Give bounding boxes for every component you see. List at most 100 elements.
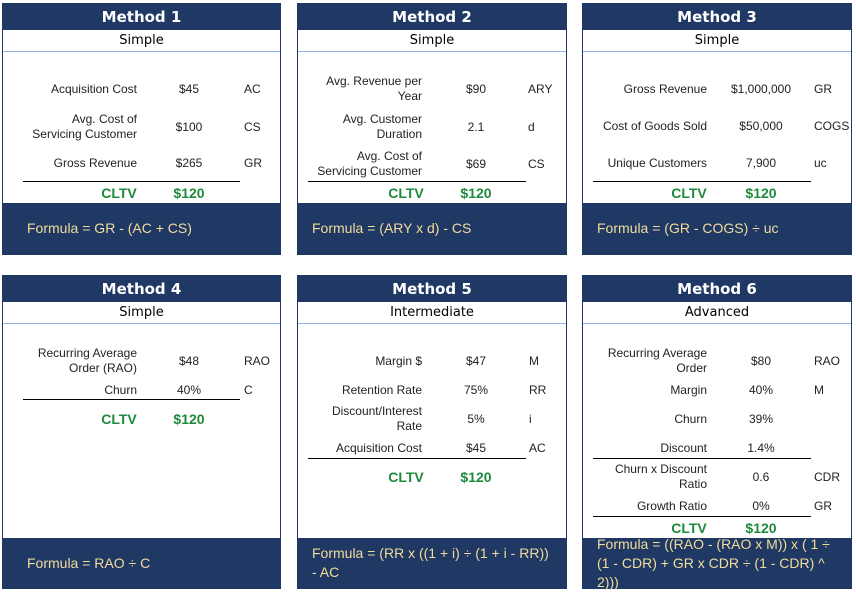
- method-1-title: Method 1: [3, 4, 280, 30]
- row-label: Gross Revenue: [53, 156, 137, 170]
- method-5-level: Intermediate: [298, 302, 566, 324]
- row-abbr: M: [814, 383, 824, 397]
- cltv-value: $120: [173, 411, 205, 427]
- row-label: Retention Rate: [341, 383, 422, 397]
- cltv-value: $120: [173, 185, 205, 201]
- row-abbr: CDR: [814, 470, 840, 484]
- row-value: 1.4%: [747, 441, 775, 455]
- divider: [23, 399, 240, 400]
- method-4-title: Method 4: [3, 276, 280, 302]
- method-4-formula: Formula = RAO ÷ C: [3, 538, 280, 588]
- row-value: 5%: [467, 412, 485, 426]
- row-label: Acquisition Cost: [50, 82, 137, 96]
- row-value: $50,000: [739, 119, 783, 133]
- divider: [23, 181, 240, 182]
- row-label: Avg. Cost of Servicing Customer: [32, 112, 137, 141]
- row-label: Churn x Discount Ratio: [614, 462, 707, 491]
- divider: [593, 458, 811, 459]
- cltv-label: CLTV: [101, 185, 137, 201]
- row-abbr: AC: [244, 82, 261, 96]
- row-label: Gross Revenue: [623, 82, 707, 96]
- method-1-formula: Formula = GR - (AC + CS): [3, 203, 280, 254]
- cltv-value: $120: [745, 185, 777, 201]
- method-3-formula: Formula = (GR - COGS) ÷ uc: [583, 203, 851, 254]
- method-5-formula: Formula = (RR x ((1 + i) ÷ (1 + i - RR))…: [298, 538, 566, 588]
- row-abbr: d: [528, 120, 535, 134]
- method-6-card: Method 6 Advanced Recurring Average Orde…: [582, 275, 852, 590]
- row-value: $45: [465, 441, 487, 455]
- row-label: Avg. Customer Duration: [342, 112, 422, 141]
- row-value: 40%: [176, 383, 202, 397]
- row-abbr: COGS: [814, 119, 850, 133]
- cltv-label: CLTV: [388, 469, 424, 485]
- row-abbr: RR: [529, 383, 547, 397]
- row-value: 0.6: [752, 470, 770, 484]
- row-value: $80: [750, 354, 772, 368]
- method-4-level: Simple: [3, 302, 280, 324]
- row-value: $45: [178, 82, 200, 96]
- method-5-title: Method 5: [298, 276, 566, 302]
- row-value: 40%: [748, 383, 774, 397]
- cltv-value: $120: [745, 520, 777, 536]
- row-label: Discount/Interest Rate: [331, 404, 422, 433]
- row-abbr: AC: [529, 441, 546, 455]
- row-abbr: M: [529, 354, 539, 368]
- method-2-formula: Formula = (ARY x d) - CS: [298, 203, 566, 254]
- row-value: $100: [175, 120, 203, 134]
- cltv-label: CLTV: [671, 520, 707, 536]
- row-label: Unique Customers: [607, 156, 707, 170]
- method-2-level: Simple: [298, 30, 566, 52]
- row-label: Growth Ratio: [636, 499, 707, 513]
- row-label: Cost of Goods Sold: [602, 119, 707, 133]
- row-abbr: RAO: [244, 354, 271, 368]
- row-label: Churn: [674, 412, 707, 426]
- cltv-value: $120: [460, 185, 492, 201]
- row-value: 75%: [463, 383, 489, 397]
- divider: [308, 458, 526, 459]
- method-3-title: Method 3: [583, 4, 851, 30]
- row-abbr: GR: [814, 82, 832, 96]
- row-abbr: CS: [244, 120, 261, 134]
- cltv-label: CLTV: [101, 411, 137, 427]
- row-label: Avg. Cost of Servicing Customer: [317, 149, 422, 178]
- cltv-value: $120: [460, 469, 492, 485]
- row-abbr: GR: [814, 499, 832, 513]
- row-value: $265: [175, 156, 203, 170]
- row-abbr: uc: [814, 156, 827, 170]
- row-value: 7,900: [745, 156, 777, 170]
- method-6-title: Method 6: [583, 276, 851, 302]
- row-value: $90: [465, 82, 487, 96]
- method-6-level: Advanced: [583, 302, 851, 324]
- method-2-title: Method 2: [298, 4, 566, 30]
- row-label: Discount: [660, 441, 707, 455]
- row-label: Acquisition Cost: [335, 441, 422, 455]
- row-abbr: RAO: [814, 354, 841, 368]
- row-abbr: CS: [528, 157, 545, 171]
- row-abbr: i: [529, 412, 532, 426]
- method-6-formula: Formula = ((RAO - (RAO x M)) x ( 1 ÷ (1 …: [583, 536, 851, 590]
- row-label: Churn: [104, 383, 137, 397]
- divider: [308, 181, 526, 182]
- row-label: Margin: [670, 383, 707, 397]
- divider: [593, 516, 811, 517]
- row-value: $69: [465, 157, 487, 171]
- divider: [593, 181, 811, 182]
- cltv-label: CLTV: [671, 185, 707, 201]
- row-abbr: C: [244, 383, 253, 397]
- row-value: 0%: [752, 499, 770, 513]
- row-value: 2.1: [467, 120, 485, 134]
- method-2-card: Method 2 Simple Avg. Revenue per Year $9…: [297, 3, 567, 255]
- row-label: Avg. Revenue per Year: [326, 74, 422, 103]
- method-3-card: Method 3 Simple Gross Revenue $1,000,000…: [582, 3, 852, 255]
- row-value: 39%: [748, 412, 774, 426]
- method-3-level: Simple: [583, 30, 851, 52]
- method-5-card: Method 5 Intermediate Margin $ $47 M Ret…: [297, 275, 567, 589]
- method-1-level: Simple: [3, 30, 280, 52]
- row-label: Margin $: [375, 354, 422, 368]
- row-label: Recurring Average Order (RAO): [37, 346, 137, 375]
- row-abbr: GR: [244, 156, 262, 170]
- row-label: Recurring Average Order: [607, 346, 707, 375]
- row-value: $47: [465, 354, 487, 368]
- cltv-label: CLTV: [388, 185, 424, 201]
- method-4-card: Method 4 Simple Recurring Average Order …: [2, 275, 281, 589]
